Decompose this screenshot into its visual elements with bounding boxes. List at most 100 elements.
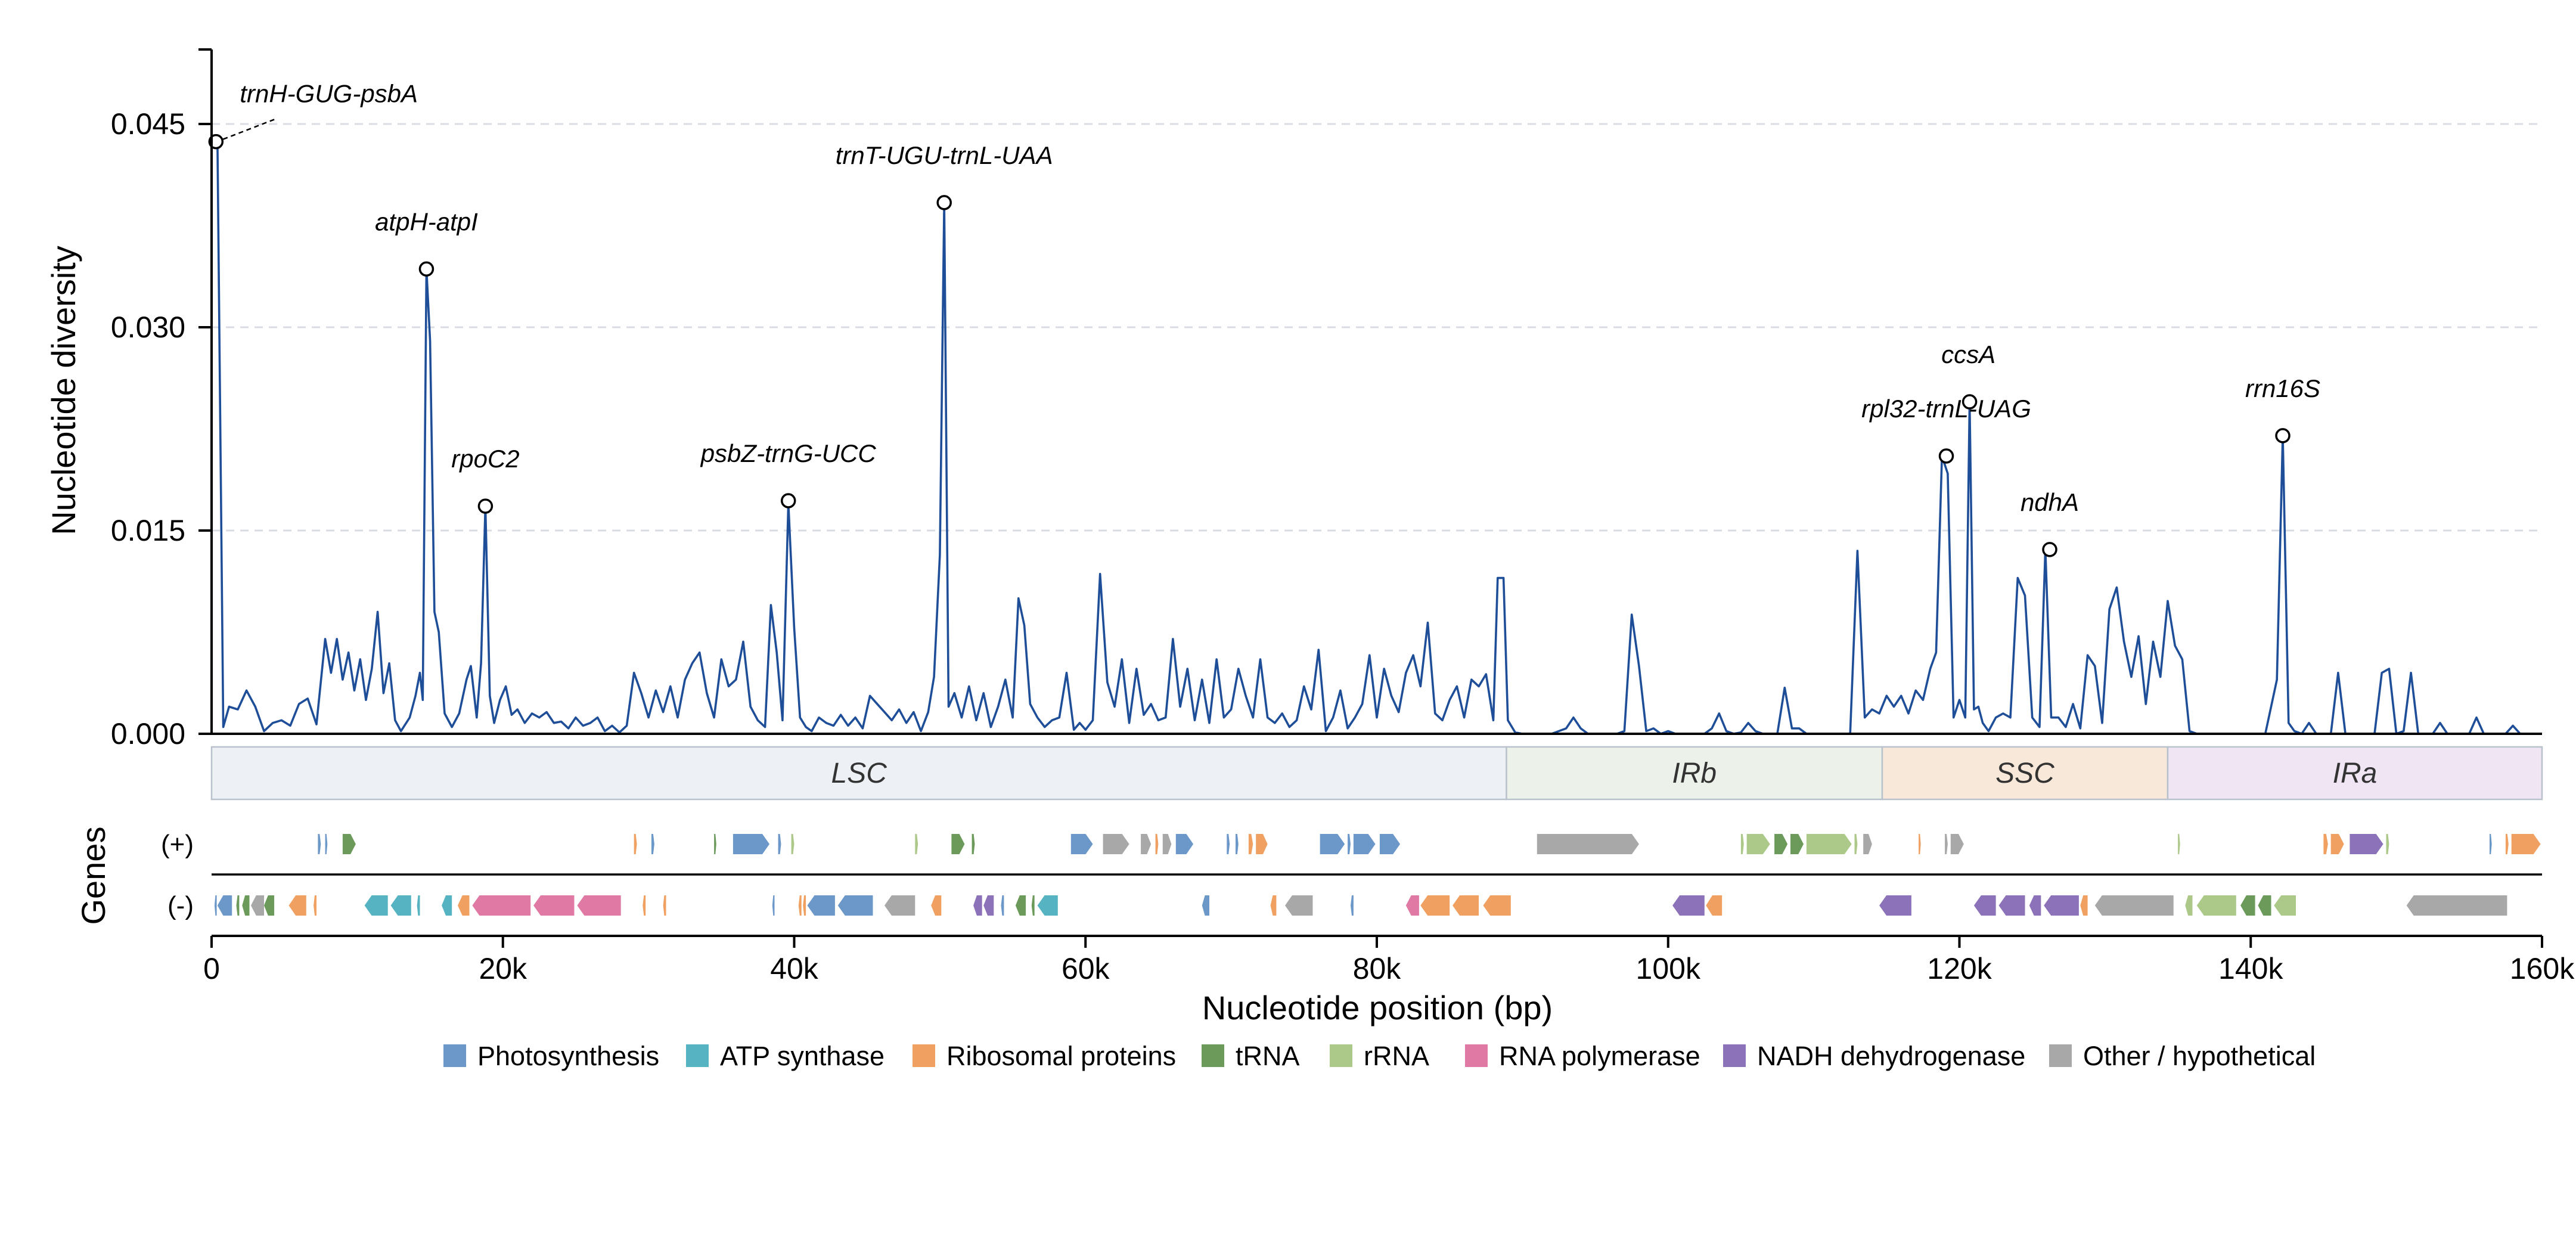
gene-block xyxy=(951,834,965,854)
x-tick-label: 140k xyxy=(2218,952,2283,985)
gene-block xyxy=(342,834,356,854)
gene-block xyxy=(1351,895,1354,916)
peak-annotations: trnH-GUG-psbA atpH-atpI rpoC2 psbZ-trnG-UCC… xyxy=(208,80,2320,557)
gene-block xyxy=(643,895,646,916)
gene-block xyxy=(634,834,637,854)
annotation-marker xyxy=(936,195,952,210)
gene-block xyxy=(1919,834,1921,854)
axes: 0.000 0.015 0.030 0.045 0 20k 40k 60k 80k 100k 120… xyxy=(111,48,2575,985)
gene-block xyxy=(1973,895,1996,916)
gene-block xyxy=(1537,834,1639,854)
gene-block xyxy=(2406,895,2507,916)
gene-block xyxy=(1706,895,1722,916)
annotation-label: ndhA xyxy=(2021,488,2079,516)
annotation-marker xyxy=(2042,542,2057,557)
gene-block xyxy=(2196,895,2236,916)
gene-block xyxy=(1790,834,1804,854)
gene-block xyxy=(2323,834,2328,854)
gene-block xyxy=(1806,834,1852,854)
gene-block xyxy=(1070,834,1093,854)
x-axis-title: Nucleotide position (bp) xyxy=(1202,989,1553,1026)
gene-block xyxy=(1945,834,1948,854)
gene-block xyxy=(807,895,835,916)
strand-label: (-) xyxy=(167,891,194,920)
legend-swatch xyxy=(913,1044,935,1067)
legend-label: Ribosomal proteins xyxy=(946,1041,1176,1071)
legend-label: rRNA xyxy=(1364,1041,1429,1071)
gene-block xyxy=(251,895,264,916)
legend-swatch xyxy=(1465,1044,1488,1067)
gene-block xyxy=(236,895,240,916)
legend-label: Photosynthesis xyxy=(477,1041,659,1071)
annotation-label: rrn16S xyxy=(2245,374,2320,402)
x-tick-label: 160k xyxy=(2510,952,2575,985)
x-tick-label: 0 xyxy=(203,952,220,985)
gene-block xyxy=(2080,895,2088,916)
region-track: LSC IRb SSC IRa xyxy=(210,746,2543,801)
legend-label: ATP synthase xyxy=(720,1041,884,1071)
gene-block xyxy=(1379,834,1401,854)
gene-block xyxy=(1453,895,1479,916)
diversity-line xyxy=(212,137,2542,735)
legend-swatch xyxy=(686,1044,709,1067)
gene-block xyxy=(1774,834,1788,854)
gene-track: (+) (-) xyxy=(161,830,2542,920)
gene-block xyxy=(2505,834,2509,854)
annotation-label: rpl32-trnL-UAG xyxy=(1861,395,2031,423)
gene-block xyxy=(1998,895,2025,916)
legend-label: RNA polymerase xyxy=(1499,1041,1700,1071)
gene-block xyxy=(217,895,232,916)
region-label: IRb xyxy=(1672,758,1717,789)
gene-block xyxy=(915,834,918,854)
gene-block xyxy=(390,895,411,916)
gene-block xyxy=(2185,895,2193,916)
x-tick-label: 40k xyxy=(770,952,819,985)
gene-block xyxy=(533,895,575,916)
gene-block xyxy=(1037,895,1058,916)
gene-block xyxy=(1141,834,1152,854)
legend-label: NADH dehydrogenase xyxy=(1757,1041,2025,1071)
legend-swatch xyxy=(1330,1044,1352,1067)
gene-block xyxy=(2258,895,2271,916)
gene-block xyxy=(1746,834,1770,854)
legend-swatch xyxy=(1723,1044,1746,1067)
annotation-marker xyxy=(1938,448,1954,464)
gene-block xyxy=(214,895,217,916)
gene-block xyxy=(651,834,654,854)
region-band xyxy=(1881,746,2169,801)
region-label: LSC xyxy=(831,758,887,789)
gene-block xyxy=(931,895,942,916)
gene-block xyxy=(242,895,250,916)
gene-block xyxy=(1001,895,1004,916)
gene-block xyxy=(2511,834,2541,854)
gene-block xyxy=(791,834,794,854)
legend: Photosynthesis ATP synthase Ribosomal prot… xyxy=(443,1041,2316,1071)
y-tick-label: 0.015 xyxy=(111,514,185,547)
x-tick-label: 100k xyxy=(1636,952,1701,985)
gene-block xyxy=(1175,834,1194,854)
gene-block xyxy=(973,895,982,916)
annotation-marker xyxy=(477,498,494,514)
gene-block xyxy=(442,895,452,916)
gene-block xyxy=(2274,895,2296,916)
gene-block xyxy=(264,895,275,916)
annotation-label: ccsA xyxy=(1941,340,1995,368)
gene-block xyxy=(2490,834,2492,854)
y-axis-title: Nucleotide diversity xyxy=(45,246,82,535)
annotation-label: trnH-GUG-psbA xyxy=(240,80,418,108)
gene-block xyxy=(2386,834,2389,854)
gene-block xyxy=(2178,834,2180,854)
gene-block xyxy=(1863,834,1872,854)
annotation-leader-line xyxy=(222,118,276,140)
legend-label: Other / hypothetical xyxy=(2083,1041,2316,1071)
region-band xyxy=(210,746,1507,801)
legend-swatch xyxy=(2049,1044,2072,1067)
gene-block xyxy=(1320,834,1345,854)
gene-block xyxy=(837,895,873,916)
gene-block xyxy=(2094,895,2174,916)
gene-block xyxy=(1227,834,1230,854)
gene-block xyxy=(1672,895,1705,916)
gene-block xyxy=(663,895,666,916)
legend-label: tRNA xyxy=(1236,1041,1300,1071)
